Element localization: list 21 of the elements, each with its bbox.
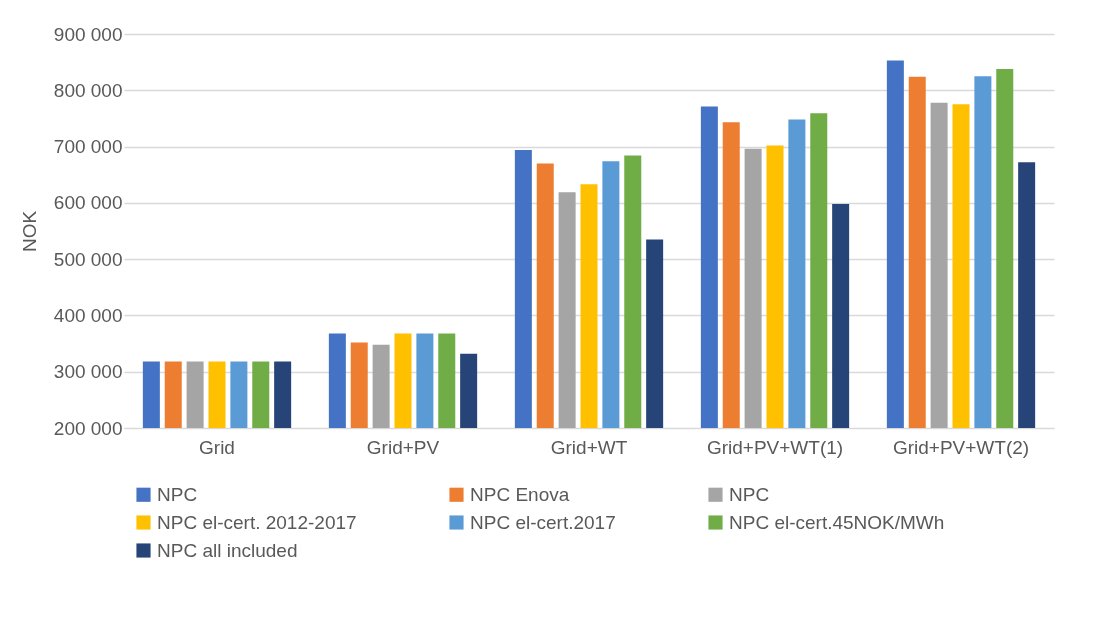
- legend-label: NPC: [157, 483, 198, 505]
- y-tick-label: 200 000: [53, 417, 123, 439]
- y-tick-label: 400 000: [53, 304, 123, 326]
- x-tick-label: Grid+PV: [366, 436, 440, 458]
- legend-label: NPC el-cert.2017: [470, 511, 616, 533]
- legend-label: NPC el-cert. 2012-2017: [157, 511, 357, 533]
- y-tick-label: 600 000: [53, 192, 123, 214]
- y-tick-label: 900 000: [53, 23, 123, 45]
- y-axis-title: NOK: [18, 210, 40, 253]
- y-tick-label: 800 000: [53, 79, 123, 101]
- legend-label: NPC: [729, 483, 770, 505]
- legend-label: NPC el-cert.45NOK/MWh: [729, 511, 945, 533]
- y-tick-label: 500 000: [53, 248, 123, 270]
- y-tick-label: 700 000: [53, 136, 123, 158]
- y-tick-label: 300 000: [53, 361, 123, 383]
- legend-label: NPC Enova: [470, 483, 570, 505]
- x-tick-label: Grid+PV+WT(1): [706, 436, 844, 458]
- x-tick-label: Grid: [199, 436, 235, 458]
- legend-label: NPC all included: [157, 539, 298, 561]
- x-tick-label: Grid+WT: [550, 436, 628, 458]
- x-tick-label: Grid+PV+WT(2): [892, 436, 1030, 458]
